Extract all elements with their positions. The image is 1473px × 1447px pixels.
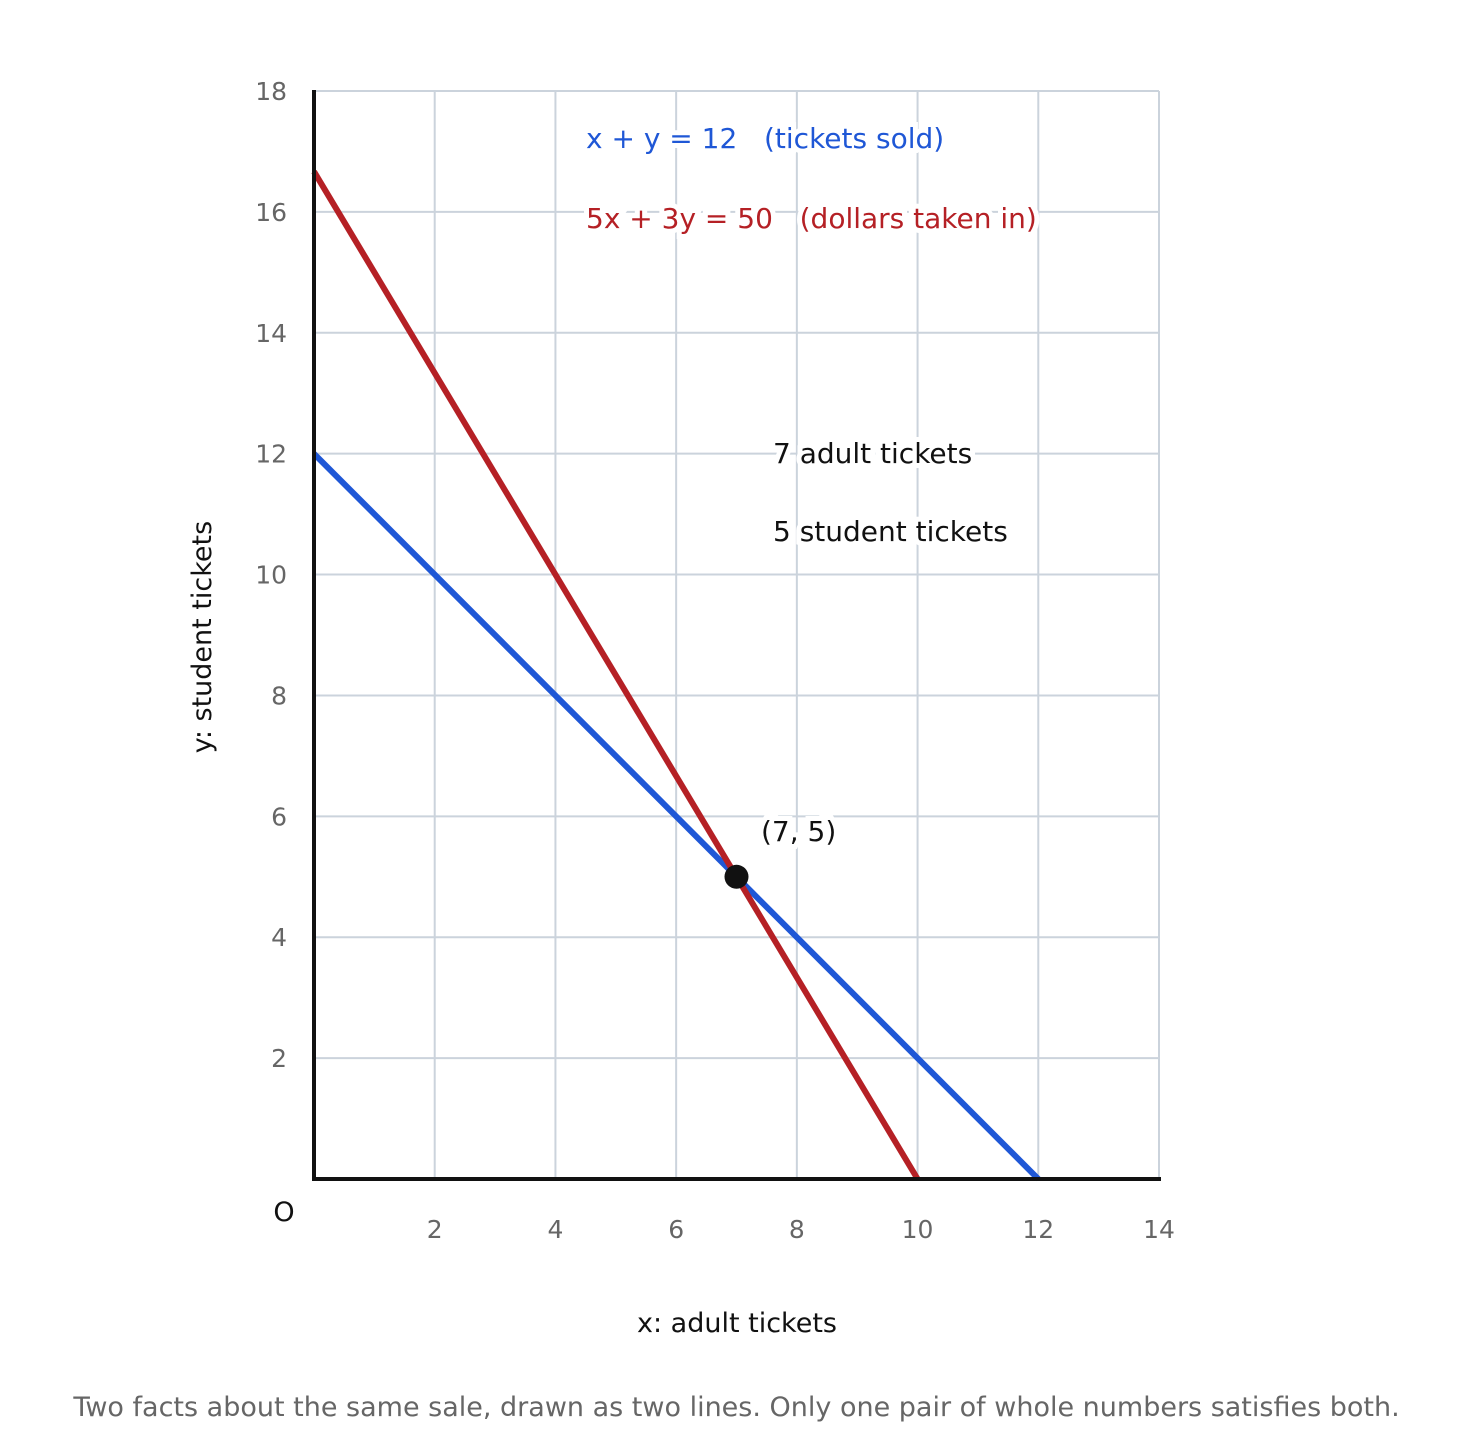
intersection-point bbox=[724, 864, 749, 889]
y-tick-label-8: 8 bbox=[271, 681, 287, 710]
series-layer bbox=[311, 170, 1041, 1182]
y-tick-label-12: 12 bbox=[255, 440, 287, 469]
origin-label: O bbox=[273, 1197, 294, 1228]
y-tick-label-18: 18 bbox=[255, 77, 287, 106]
series-line-2 bbox=[311, 170, 921, 1181]
caption: Two facts about the same sale, drawn as … bbox=[73, 1392, 1400, 1423]
y-tick-label-6: 6 bbox=[271, 802, 287, 831]
grid bbox=[314, 90, 1160, 1179]
y-tick-label-14: 14 bbox=[255, 319, 287, 348]
chart: 2 4 6 8 10 12 14 2 4 6 8 10 12 14 16 18 x + y = 12 (tic… bbox=[187, 77, 1175, 1339]
series-line-1 bbox=[311, 451, 1041, 1182]
x-tick-label-4: 4 bbox=[547, 1215, 563, 1244]
legend-entry-tickets-sold: x + y = 12 (tickets sold) bbox=[586, 122, 944, 155]
y-tick-label-16: 16 bbox=[255, 198, 287, 227]
legend-entry-dollars: 5x + 3y = 50 (dollars taken in) bbox=[586, 202, 1037, 235]
x-tick-label-14: 14 bbox=[1143, 1215, 1175, 1244]
axes bbox=[312, 90, 1161, 1181]
y-tick-label-10: 10 bbox=[255, 561, 287, 590]
x-axis-title: x: adult tickets bbox=[637, 1308, 837, 1339]
x-tick-label-8: 8 bbox=[789, 1215, 805, 1244]
y-tick-label-2: 2 bbox=[271, 1044, 287, 1073]
intersection-label: (7, 5) bbox=[761, 815, 836, 848]
x-tick-label-10: 10 bbox=[902, 1215, 934, 1244]
annotation-student: 5 student tickets bbox=[773, 515, 1008, 548]
x-tick-label-6: 6 bbox=[668, 1215, 684, 1244]
ticks: 2 4 6 8 10 12 14 2 4 6 8 10 12 14 16 18 bbox=[255, 77, 1175, 1244]
x-tick-label-12: 12 bbox=[1022, 1215, 1054, 1244]
y-axis-title: y: student tickets bbox=[187, 521, 218, 753]
y-tick-label-4: 4 bbox=[271, 923, 287, 952]
x-tick-label-2: 2 bbox=[427, 1215, 443, 1244]
annotation-adult: 7 adult tickets bbox=[773, 437, 972, 470]
